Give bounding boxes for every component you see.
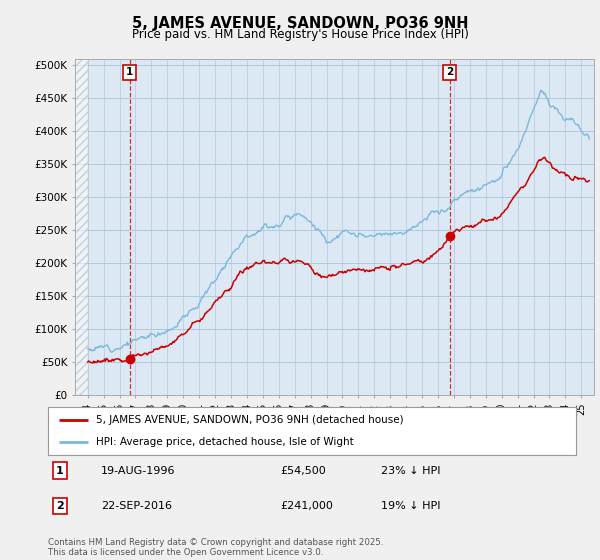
- Text: 5, JAMES AVENUE, SANDOWN, PO36 9NH: 5, JAMES AVENUE, SANDOWN, PO36 9NH: [132, 16, 468, 31]
- Text: 2: 2: [56, 501, 64, 511]
- Text: HPI: Average price, detached house, Isle of Wight: HPI: Average price, detached house, Isle…: [95, 437, 353, 447]
- Text: 5, JAMES AVENUE, SANDOWN, PO36 9NH (detached house): 5, JAMES AVENUE, SANDOWN, PO36 9NH (deta…: [95, 415, 403, 425]
- Text: Contains HM Land Registry data © Crown copyright and database right 2025.
This d: Contains HM Land Registry data © Crown c…: [48, 538, 383, 557]
- Text: 1: 1: [56, 466, 64, 476]
- Bar: [75, 59, 88, 395]
- Text: Price paid vs. HM Land Registry's House Price Index (HPI): Price paid vs. HM Land Registry's House …: [131, 28, 469, 41]
- Text: £241,000: £241,000: [280, 501, 333, 511]
- Text: £54,500: £54,500: [280, 466, 326, 476]
- Text: 19-AUG-1996: 19-AUG-1996: [101, 466, 175, 476]
- Text: 2: 2: [446, 67, 453, 77]
- Text: 23% ↓ HPI: 23% ↓ HPI: [380, 466, 440, 476]
- Text: 22-SEP-2016: 22-SEP-2016: [101, 501, 172, 511]
- Text: 1: 1: [126, 67, 133, 77]
- Text: 19% ↓ HPI: 19% ↓ HPI: [380, 501, 440, 511]
